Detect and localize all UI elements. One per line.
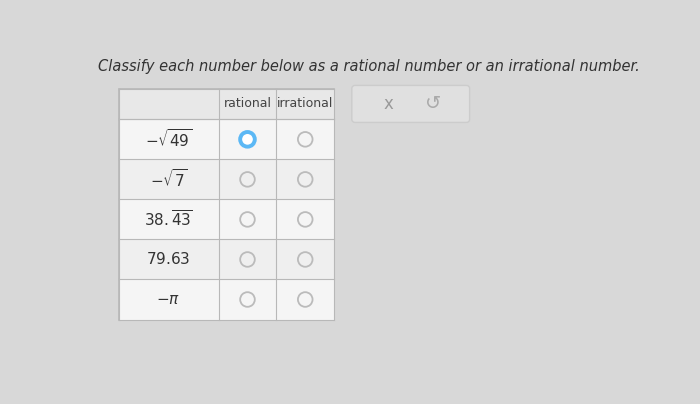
Text: irrational: irrational [277,97,333,110]
FancyBboxPatch shape [118,159,334,200]
Text: $-\sqrt{7}$: $-\sqrt{7}$ [150,168,188,190]
FancyBboxPatch shape [118,88,334,119]
Text: $-\pi$: $-\pi$ [157,292,181,307]
FancyBboxPatch shape [118,200,334,240]
FancyBboxPatch shape [118,88,334,320]
Text: x: x [384,95,393,113]
Text: $79.63$: $79.63$ [146,251,191,267]
FancyBboxPatch shape [118,119,334,159]
Text: Classify each number below as a rational number or an irrational number.: Classify each number below as a rational… [99,59,640,74]
Text: ↺: ↺ [425,95,441,114]
Text: $-\sqrt{49}$: $-\sqrt{49}$ [145,128,193,150]
Text: rational: rational [223,97,272,110]
FancyBboxPatch shape [118,240,334,280]
FancyBboxPatch shape [352,85,470,122]
Circle shape [240,132,255,147]
Text: $38.\overline{43}$: $38.\overline{43}$ [144,209,193,229]
FancyBboxPatch shape [118,280,334,320]
